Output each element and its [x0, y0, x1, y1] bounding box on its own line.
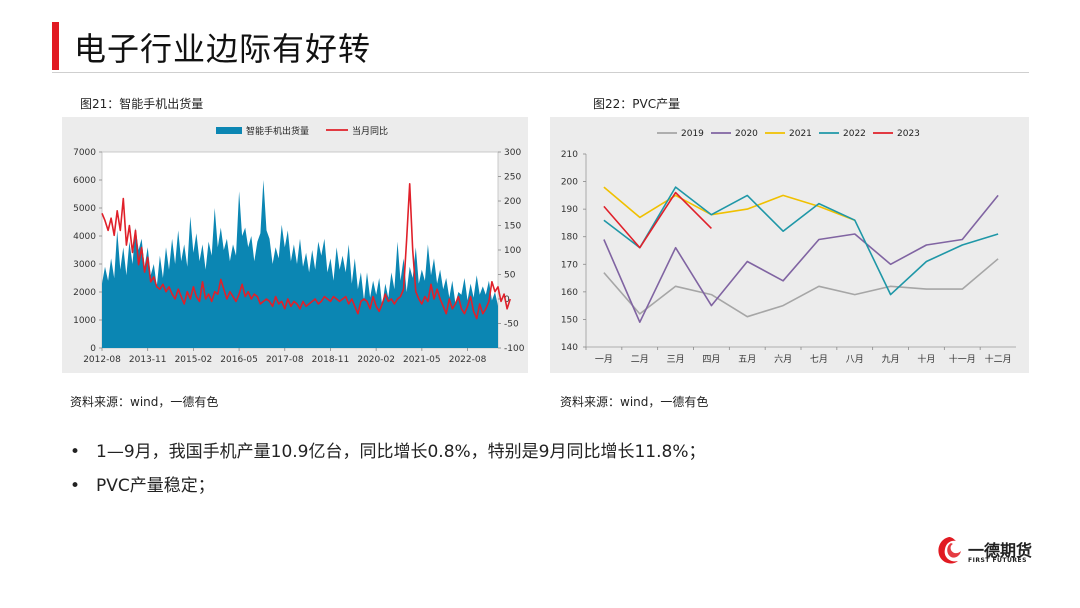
legend-label-2021: 2021 [789, 129, 812, 139]
x-tick-label: 三月 [667, 354, 685, 365]
logo-swirl-icon [938, 537, 961, 564]
x-tick-label: 五月 [738, 354, 756, 365]
series-line-2022 [603, 186, 999, 296]
y-left-tick-label: 0 [90, 344, 96, 354]
y-left-tick-label: 2000 [73, 288, 96, 298]
y-tick-label: 150 [561, 315, 578, 325]
y-right-tick-label: 100 [504, 246, 521, 256]
x-tick-label: 2021-05 [403, 355, 441, 365]
bullet-text: 1—9月，我国手机产量10.9亿台，同比增长0.8%，特别是9月同比增长11.8… [96, 442, 706, 462]
logo-name: 一德期货 [968, 541, 1033, 560]
y-tick-label: 200 [561, 178, 578, 188]
x-tick-label: 十一月 [949, 353, 976, 365]
y-tick-label: 140 [561, 343, 578, 353]
y-right-tick-label: 250 [504, 173, 521, 183]
y-right-tick-label: 300 [504, 148, 521, 158]
pvc-output-svg: 140 150 160 170 180 190 200 210 一月 二月 三月 四月 五月 六月 七月 八月… [561, 129, 1016, 365]
title-divider [52, 72, 1029, 73]
legend-label-shipments: 智能手机出货量 [246, 125, 309, 137]
y-right-tick-label: 200 [504, 197, 521, 207]
x-tick-label: 一月 [595, 354, 613, 365]
page-title: 电子行业边际有好转 [74, 30, 372, 68]
x-tick-label: 九月 [882, 354, 900, 365]
y-tick-label: 160 [561, 288, 578, 298]
series-smartphone-shipments-area [102, 180, 498, 348]
x-tick-label: 2022-08 [449, 355, 487, 365]
y-left-tick-label: 5000 [73, 204, 96, 214]
figure-21-caption: 图21：智能手机出货量 [80, 97, 204, 111]
y-right-tick-label: 0 [504, 295, 510, 305]
x-tick-label: 2017-08 [266, 355, 304, 365]
y-left-tick-label: 1000 [73, 316, 96, 326]
smartphone-shipments-chart: 0 1000 2000 3000 4000 5000 6000 7000 -100 -50 0 50 1… [62, 117, 528, 373]
legend-label-2020: 2020 [735, 129, 758, 139]
legend-swatch-shipments [216, 127, 242, 134]
bullet-dot: • [70, 442, 81, 462]
y-right-tick-label: -100 [504, 344, 525, 354]
figure-22-caption: 图22：PVC产量 [593, 97, 681, 111]
y-tick-label: 210 [561, 150, 578, 160]
y-left-tick-label: 6000 [73, 176, 96, 186]
x-tick-label: 四月 [702, 354, 720, 365]
x-tick-label: 2016-05 [220, 355, 258, 365]
series-line-2023 [603, 191, 712, 249]
bullet-text: PVC产量稳定； [96, 476, 215, 496]
legend-label-2019: 2019 [681, 129, 704, 139]
x-tick-label: 二月 [631, 354, 649, 365]
series-yoy-line [101, 183, 511, 320]
x-tick-label: 2018-11 [312, 355, 350, 365]
logo-subtitle: FIRST FUTURES [968, 557, 1027, 564]
series-line-2019 [603, 258, 999, 318]
x-tick-label: 十二月 [985, 353, 1012, 365]
y-right-tick-label: 50 [504, 271, 516, 281]
smartphone-shipments-svg: 0 1000 2000 3000 4000 5000 6000 7000 -100 -50 0 50 1… [73, 125, 525, 365]
x-tick-label: 六月 [774, 353, 792, 365]
legend-label-2023: 2023 [897, 129, 920, 139]
figure-21-source: 资料来源：wind，一德有色 [70, 395, 219, 409]
x-tick-label: 2012-08 [83, 355, 121, 365]
x-tick-label: 2013-11 [129, 355, 167, 365]
title-accent-bar [52, 22, 59, 70]
bullet-dot: • [70, 476, 81, 496]
y-right-tick-label: -50 [504, 320, 519, 330]
x-tick-label: 2015-02 [175, 355, 213, 365]
y-left-tick-label: 7000 [73, 148, 96, 158]
legend-label-2022: 2022 [843, 129, 866, 139]
y-left-tick-label: 3000 [73, 260, 96, 270]
x-tick-label: 2020-02 [357, 355, 395, 365]
x-tick-label: 七月 [810, 354, 828, 365]
y-left-tick-label: 4000 [73, 232, 96, 242]
y-tick-label: 170 [561, 260, 578, 270]
company-logo: 一德期货 FIRST FUTURES [934, 533, 1034, 573]
y-tick-label: 180 [561, 233, 578, 243]
pvc-output-chart: 140 150 160 170 180 190 200 210 一月 二月 三月 四月 五月 六月 七月 八月… [550, 117, 1029, 373]
legend-label-yoy: 当月同比 [352, 125, 388, 137]
x-tick-label: 八月 [846, 354, 864, 365]
y-tick-label: 190 [561, 205, 578, 215]
y-right-tick-label: 150 [504, 222, 521, 232]
x-tick-label: 十月 [917, 353, 935, 365]
series-line-2020 [603, 194, 999, 323]
figure-22-source: 资料来源：wind，一德有色 [560, 395, 709, 409]
